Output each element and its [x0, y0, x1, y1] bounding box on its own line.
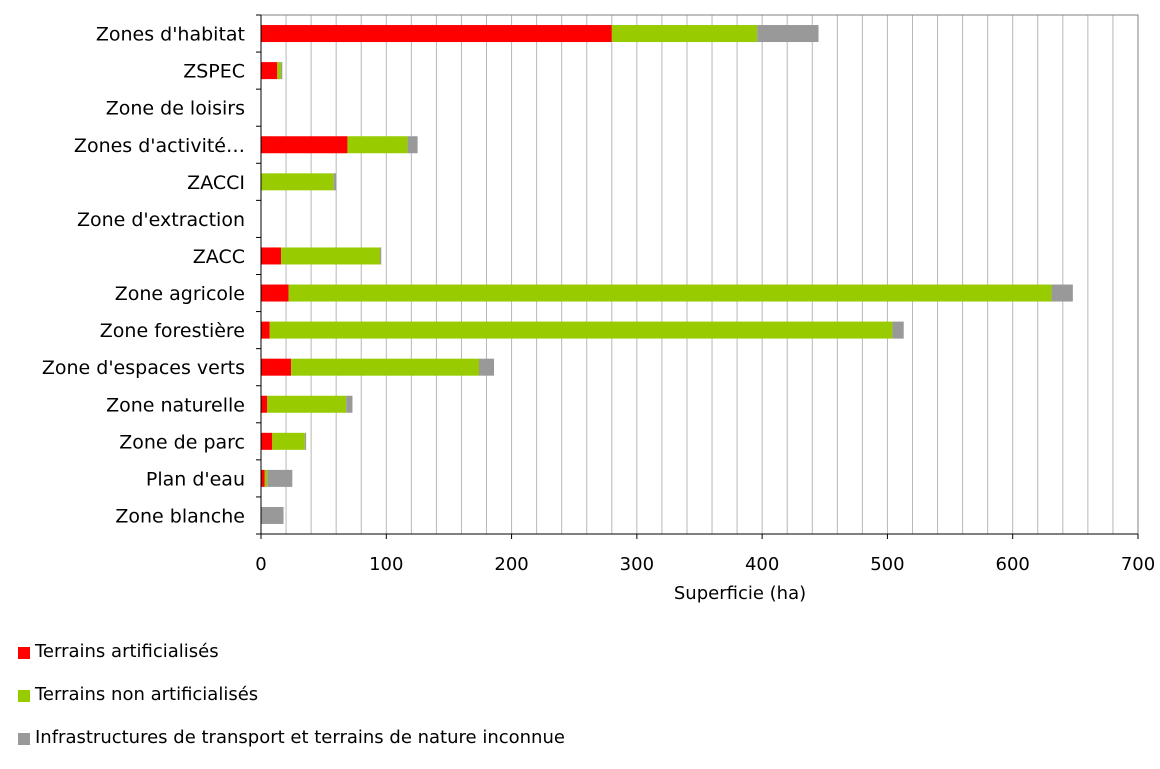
- bar-segment: [1051, 284, 1073, 302]
- bar-segment: [757, 25, 819, 43]
- bar-segment: [261, 25, 612, 43]
- bar-segment: [261, 432, 273, 450]
- bar-segment: [277, 62, 282, 80]
- bar-segment: [261, 247, 282, 265]
- x-tick-label: 100: [369, 554, 403, 575]
- legend-swatch-grey: [18, 733, 30, 745]
- x-tick-label: 300: [620, 554, 654, 575]
- bar-segment: [291, 358, 479, 376]
- x-axis-label: Superficie (ha): [674, 583, 806, 604]
- legend-swatch-red: [18, 647, 30, 659]
- gridlines: [285, 15, 1139, 534]
- category-label: Zones d'habitat: [96, 24, 245, 46]
- bar-segment: [261, 506, 284, 524]
- bar-segment: [264, 469, 268, 487]
- x-tick-label: 700: [1121, 554, 1155, 575]
- x-tick-labels: 0 100 200 300 400 500 600 700: [255, 554, 1155, 575]
- bar-segment: [272, 432, 305, 450]
- category-label: Zone agricole: [115, 283, 245, 305]
- legend-label: Terrains artificialisés: [35, 641, 219, 662]
- category-label: Zone de parc: [119, 431, 245, 453]
- bar-segment: [347, 136, 408, 154]
- bar-segment: [478, 358, 495, 376]
- bars: [261, 25, 1073, 524]
- bar-segment: [261, 321, 270, 339]
- bar-segment: [304, 432, 307, 450]
- stacked-bar-chart: Zones d'habitat ZSPEC Zone de loisirs Zones…: [42, 14, 1155, 604]
- bar-segment: [281, 62, 283, 80]
- bar-segment: [261, 358, 292, 376]
- category-label: Zone forestière: [100, 320, 245, 342]
- bar-segment: [261, 395, 268, 413]
- bar-segment: [892, 321, 904, 339]
- bar-segment: [269, 321, 893, 339]
- bar-segment: [288, 284, 1052, 302]
- category-label: ZACCI: [187, 172, 245, 194]
- category-label: ZACC: [193, 246, 245, 268]
- axes: [256, 14, 1139, 539]
- legend-swatch-green: [18, 690, 30, 702]
- bar-segment: [611, 25, 758, 43]
- x-tick-label: 200: [494, 554, 528, 575]
- category-label: Zone d'extraction: [77, 209, 245, 231]
- bar-segment: [380, 247, 382, 265]
- category-labels: Zones d'habitat ZSPEC Zone de loisirs Zones…: [42, 24, 245, 528]
- category-label: ZSPEC: [183, 61, 245, 83]
- bar-segment: [261, 469, 265, 487]
- category-label: Plan d'eau: [146, 468, 245, 490]
- bar-segment: [261, 284, 289, 302]
- bar-segment: [267, 395, 347, 413]
- x-tick-label: 500: [870, 554, 904, 575]
- category-label: Zone blanche: [115, 505, 245, 527]
- bar-segment: [261, 62, 278, 80]
- bar-segment: [267, 469, 293, 487]
- x-tick-label: 600: [996, 554, 1030, 575]
- bar-segment: [407, 136, 418, 154]
- category-label: Zone d'espaces verts: [42, 357, 245, 379]
- x-tick-label: 0: [255, 554, 266, 575]
- bar-segment: [333, 173, 337, 191]
- legend-label: Infrastructures de transport et terrains…: [35, 727, 565, 748]
- category-label: Zone de loisirs: [106, 98, 245, 120]
- bar-segment: [261, 173, 334, 191]
- bar-segment: [261, 136, 348, 154]
- x-tick-label: 400: [745, 554, 779, 575]
- bar-segment: [281, 247, 381, 265]
- category-label: Zones d'activité…: [74, 135, 245, 157]
- category-label: Zone naturelle: [106, 394, 245, 416]
- bar-segment: [346, 395, 353, 413]
- legend-label: Terrains non artificialisés: [35, 684, 259, 705]
- plot-border: [260, 14, 1139, 535]
